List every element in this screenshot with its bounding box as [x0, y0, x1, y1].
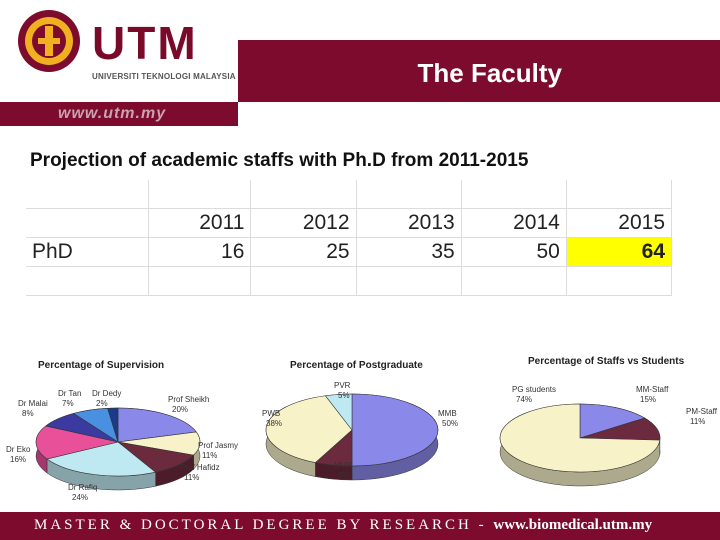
pie-slice — [117, 407, 197, 443]
chart-title: Percentage of Staffs vs Students — [528, 356, 685, 367]
footer-url[interactable]: www.biomedical.utm.my — [493, 517, 653, 533]
slice-label: Dr Tan — [58, 389, 81, 398]
page-title: The Faculty — [417, 58, 562, 88]
slice-label: PVR — [334, 381, 351, 390]
slice-pct-label: 7% — [62, 399, 74, 408]
pie-slice — [107, 407, 119, 443]
slice-pct-label: 2% — [96, 399, 108, 408]
slice-pct-label: 20% — [172, 405, 188, 414]
table-header-row: 2011 2012 2013 2014 2015 — [26, 208, 673, 238]
table-cell: 35 — [356, 237, 462, 267]
slide-heading: Projection of academic staffs with Ph.D … — [30, 150, 529, 171]
slice-label: MVR — [334, 461, 352, 470]
table-header-cell: 2014 — [461, 208, 567, 238]
table-header-cell: 2012 — [250, 208, 357, 238]
footer-bar: MASTER & DOCTORAL DEGREE BY RESEARCH - w… — [0, 512, 720, 540]
slice-label: Dr Rafiq — [68, 483, 97, 492]
site-url[interactable]: www.utm.my — [58, 105, 167, 122]
table-header-cell: 2015 — [566, 208, 673, 238]
slice-label: Dr Eko — [6, 445, 31, 454]
table-corner-cell — [26, 208, 149, 238]
pie-slice — [579, 403, 646, 439]
slice-label: Prof Jasmy — [198, 441, 238, 450]
url-strip: www.utm.my — [0, 102, 238, 126]
logo-subtitle: UNIVERSITI TEKNOLOGI MALAYSIA — [92, 72, 236, 81]
slice-label: Prof Hafidz — [180, 463, 220, 472]
logo-text: UTM — [92, 17, 198, 69]
footer-text: MASTER & DOCTORAL DEGREE BY RESEARCH - w… — [34, 517, 652, 534]
pie-slice — [265, 395, 353, 463]
slice-pct-label: 74% — [516, 395, 532, 404]
slice-label: Prof Sheikh — [168, 395, 209, 404]
slice-pct-label: 11% — [690, 417, 705, 426]
slice-pct-label: 38% — [266, 419, 282, 428]
slice-label: PWB — [262, 409, 280, 418]
row-label: PhD — [26, 237, 149, 267]
slice-pct-label: 5% — [338, 391, 350, 400]
utm-crest-icon — [18, 10, 80, 72]
pie-slice — [324, 393, 353, 431]
pie-slice — [351, 393, 439, 467]
slice-label: PG students — [512, 385, 556, 394]
pie-slice — [46, 441, 157, 477]
pie-slice — [499, 403, 661, 473]
slice-pct-label: 11% — [184, 473, 199, 482]
title-bar: The Faculty — [238, 40, 720, 102]
chart-title: Percentage of Supervision — [38, 360, 164, 371]
slice-label: MMB — [438, 409, 457, 418]
slice-pct-label: 24% — [72, 493, 88, 502]
table-cell-highlight: 64 — [566, 237, 673, 267]
slice-label: MM-Staff — [636, 385, 669, 394]
slice-label: PM-Staff — [686, 407, 718, 416]
slice-pct-label: 50% — [442, 419, 458, 428]
slice-pct-label: 7% — [338, 471, 350, 480]
table-header-cell: 2013 — [356, 208, 462, 238]
slice-label: Dr Dedy — [92, 389, 121, 398]
table-cell: 16 — [148, 237, 252, 267]
table-cell: 25 — [250, 237, 357, 267]
table-empty-row — [26, 266, 673, 296]
table-header-cell: 2011 — [148, 208, 252, 238]
table-spacer-row — [26, 180, 673, 209]
chart-title: Percentage of Postgraduate — [290, 360, 423, 371]
phd-table: 2011 2012 2013 2014 2015 PhD 16 25 35 50… — [26, 180, 673, 296]
slice-pct-label: 15% — [640, 395, 656, 404]
slice-pct-label: 8% — [22, 409, 34, 418]
pie-slice — [35, 425, 119, 460]
footer-label: MASTER & DOCTORAL DEGREE BY RESEARCH - — [34, 517, 494, 533]
slice-pct-label: 11% — [202, 451, 217, 460]
table-cell: 50 — [461, 237, 567, 267]
slice-pct-label: 16% — [10, 455, 26, 464]
slice-label: Dr Malai — [18, 399, 48, 408]
table-row: PhD 16 25 35 50 64 — [26, 237, 673, 267]
